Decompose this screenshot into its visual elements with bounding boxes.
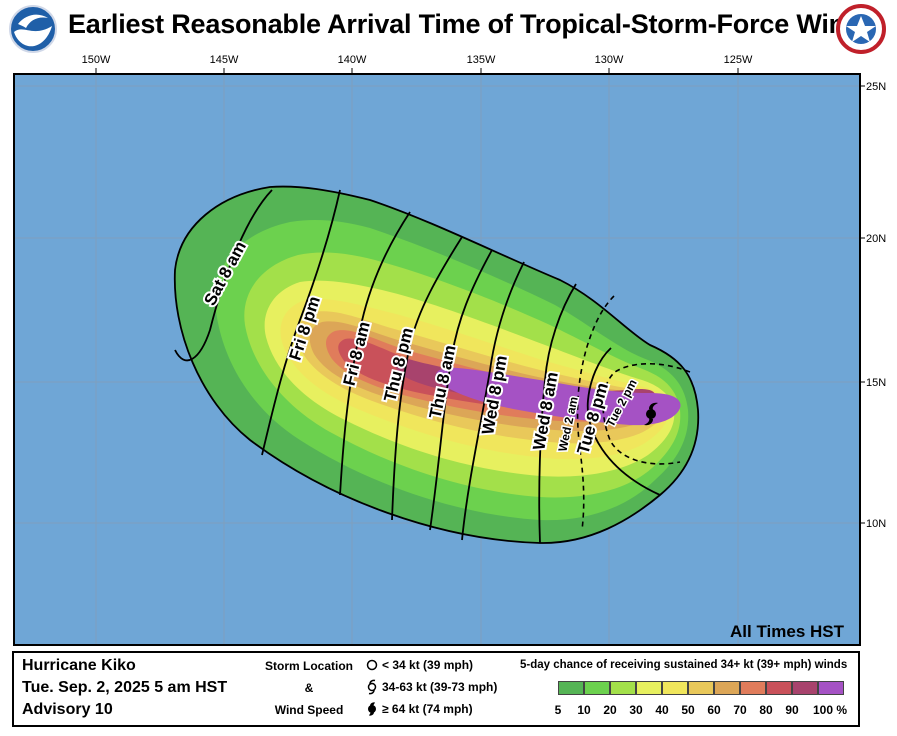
probability-tick-label: 90 — [785, 703, 799, 717]
legend-tropical-storm: 34-63 kt (39-73 mph) — [366, 679, 497, 695]
info-panel: Hurricane Kiko Tue. Sep. 2, 2025 5 am HS… — [12, 651, 860, 727]
probability-swatch — [766, 681, 792, 695]
wind-speed-label: Wind Speed — [274, 703, 344, 717]
storm-date: Tue. Sep. 2, 2025 5 am HST — [22, 679, 228, 696]
probability-swatch — [818, 681, 844, 695]
probability-tick-label: 50 — [681, 703, 695, 717]
probability-swatch — [688, 681, 714, 695]
lon-label: 150W — [82, 54, 111, 66]
probability-ticks: 5 10 20 30 40 50 60 70 80 90 100 % — [550, 703, 870, 719]
hurricane-icon — [644, 402, 658, 426]
probability-tick-label: 40 — [655, 703, 669, 717]
storm-name: Hurricane Kiko — [22, 657, 136, 674]
lat-label: 10N — [866, 518, 886, 530]
noaa-logo — [9, 5, 57, 53]
lon-label: 125W — [724, 54, 753, 66]
probability-tick-label: 20 — [603, 703, 617, 717]
probability-tick-label: 60 — [707, 703, 721, 717]
map-frame — [13, 73, 861, 646]
probability-tick-label: 10 — [577, 703, 591, 717]
probability-tick-label: 100 % — [812, 703, 848, 717]
prob-band-100 — [435, 367, 681, 426]
open-circle-icon — [366, 659, 378, 671]
probability-tick-label: 30 — [629, 703, 643, 717]
longitude-axis: 150W 145W 140W 135W 130W 125W — [82, 54, 753, 66]
probability-legend-title: 5-day chance of receiving sustained 34+ … — [520, 659, 848, 671]
arrival-contours — [173, 185, 700, 544]
lat-label: 25N — [866, 81, 886, 93]
hurricane-icon — [368, 702, 376, 716]
latitude-axis: 25N 20N 15N 10N — [866, 81, 886, 530]
probability-tick-label: 80 — [759, 703, 773, 717]
probability-tick-label: 70 — [733, 703, 747, 717]
arrival-contours-dashed — [576, 295, 691, 531]
lon-ticks — [95, 68, 739, 74]
time-zone-note: All Times HST — [730, 622, 845, 641]
legend-text: < 34 kt (39 mph) — [382, 658, 474, 672]
legend-hurricane: ≥ 64 kt (74 mph) — [366, 701, 473, 717]
probability-swatch — [740, 681, 766, 695]
lon-label: 130W — [595, 54, 624, 66]
probability-swatch — [610, 681, 636, 695]
nws-logo — [836, 4, 886, 54]
probability-swatch — [792, 681, 818, 695]
lat-label: 20N — [866, 233, 886, 245]
probability-tick-label: 5 — [554, 703, 562, 717]
legend-below-ts: < 34 kt (39 mph) — [366, 658, 473, 672]
probability-swatch — [714, 681, 740, 695]
probability-swatch — [636, 681, 662, 695]
advisory-number: Advisory 10 — [22, 701, 113, 718]
probability-color-scale — [558, 681, 844, 695]
lat-ticks — [860, 85, 865, 524]
probability-swatch — [584, 681, 610, 695]
probability-swatch — [662, 681, 688, 695]
ampersand-label: & — [304, 681, 314, 695]
lon-label: 140W — [338, 54, 367, 66]
storm-location-label: Storm Location — [264, 659, 353, 673]
probability-swatch — [558, 681, 584, 695]
lat-label: 15N — [866, 377, 886, 389]
legend-text: ≥ 64 kt (74 mph) — [382, 702, 473, 716]
lon-label: 135W — [467, 54, 496, 66]
lon-label: 145W — [210, 54, 239, 66]
legend-text: 34-63 kt (39-73 mph) — [382, 680, 498, 694]
tropical-storm-icon — [367, 679, 377, 695]
page-title: Earliest Reasonable Arrival Time of Trop… — [68, 9, 877, 39]
